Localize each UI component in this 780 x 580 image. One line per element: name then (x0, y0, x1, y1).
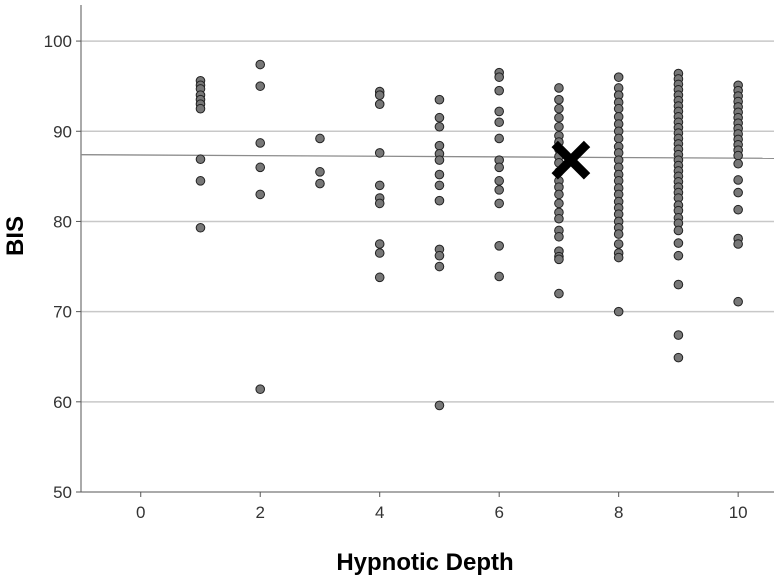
data-point (673, 225, 684, 236)
data-point (554, 103, 564, 114)
data-point (374, 198, 385, 209)
y-tick-label-50: 50 (53, 483, 72, 502)
highlight-cross-marker (551, 140, 591, 180)
y-tick-label-100: 100 (44, 32, 72, 51)
axes (76, 5, 774, 497)
y-axis-title: BIS (2, 216, 29, 256)
data-point (733, 296, 743, 307)
x-tick-label-4: 4 (375, 503, 384, 522)
data-point (494, 133, 504, 144)
data-point (613, 229, 624, 239)
x-tick-label-6: 6 (494, 503, 503, 522)
data-point (195, 176, 206, 186)
data-point (733, 150, 743, 161)
data-point (554, 213, 564, 224)
data-point (494, 198, 504, 209)
data-point (434, 140, 445, 151)
data-point (255, 138, 266, 148)
data-point (554, 288, 564, 299)
data-point (434, 169, 445, 180)
data-point (494, 185, 504, 195)
data-point (434, 400, 445, 411)
data-point (673, 279, 684, 290)
data-point (434, 261, 445, 272)
y-tick-label-80: 80 (53, 212, 72, 231)
data-point (554, 254, 564, 265)
data-point (494, 271, 504, 282)
data-points (195, 59, 743, 411)
data-point (315, 178, 325, 189)
data-point (315, 167, 325, 177)
data-point (733, 175, 743, 185)
data-point (554, 189, 564, 200)
data-point (255, 162, 266, 173)
data-point (494, 176, 504, 186)
data-point (434, 195, 445, 206)
data-point (494, 117, 504, 128)
data-point (255, 384, 266, 394)
x-tick-label-2: 2 (255, 503, 264, 522)
x-tick-label-10: 10 (729, 503, 748, 522)
data-point (374, 90, 385, 100)
data-point (434, 112, 445, 123)
data-point (494, 85, 504, 96)
data-point (255, 59, 266, 70)
data-point (434, 250, 445, 261)
data-point (733, 158, 743, 169)
y-tick-label-70: 70 (53, 303, 72, 322)
data-point (673, 238, 684, 248)
data-point (494, 240, 504, 251)
fit-line (80, 154, 775, 159)
data-point (733, 204, 743, 215)
data-point (554, 112, 564, 123)
fit-line-group (80, 154, 775, 159)
data-point (374, 99, 385, 110)
data-point (255, 189, 266, 200)
data-point (494, 72, 504, 82)
data-point (255, 81, 266, 91)
data-point (494, 106, 504, 117)
data-point (195, 103, 206, 114)
data-point (733, 239, 743, 249)
y-tick-label-90: 90 (53, 122, 72, 141)
data-point (374, 180, 385, 191)
data-point (554, 198, 564, 209)
data-point (374, 272, 385, 283)
data-point (195, 222, 206, 233)
data-point (554, 231, 564, 242)
data-point (613, 252, 624, 263)
data-point (374, 248, 385, 258)
data-point (613, 103, 624, 114)
data-point (733, 187, 743, 198)
data-point (613, 72, 624, 82)
data-point (315, 133, 325, 144)
data-point (494, 162, 504, 173)
data-point (673, 352, 684, 363)
data-point (434, 180, 445, 191)
data-point (673, 250, 684, 261)
data-point (613, 306, 624, 317)
data-point (554, 83, 564, 93)
x-tick-label-0: 0 (136, 503, 145, 522)
data-point (434, 94, 445, 105)
x-axis-title: Hypnotic Depth (336, 549, 513, 576)
x-tick-label-8: 8 (614, 503, 623, 522)
data-point (673, 330, 684, 340)
data-point (195, 154, 206, 165)
data-point (613, 133, 624, 144)
data-point (613, 239, 624, 249)
data-point (434, 155, 445, 165)
data-point (374, 239, 385, 249)
highlight-marker-group (551, 140, 591, 180)
data-point (434, 121, 445, 132)
grid-lines (81, 40, 774, 403)
data-point (554, 121, 564, 132)
y-tick-label-60: 60 (53, 393, 72, 412)
tick-labels: 50 60 70 80 90 100 0 2 4 6 8 10 (44, 32, 748, 522)
data-point (554, 94, 564, 105)
data-point (374, 148, 385, 158)
